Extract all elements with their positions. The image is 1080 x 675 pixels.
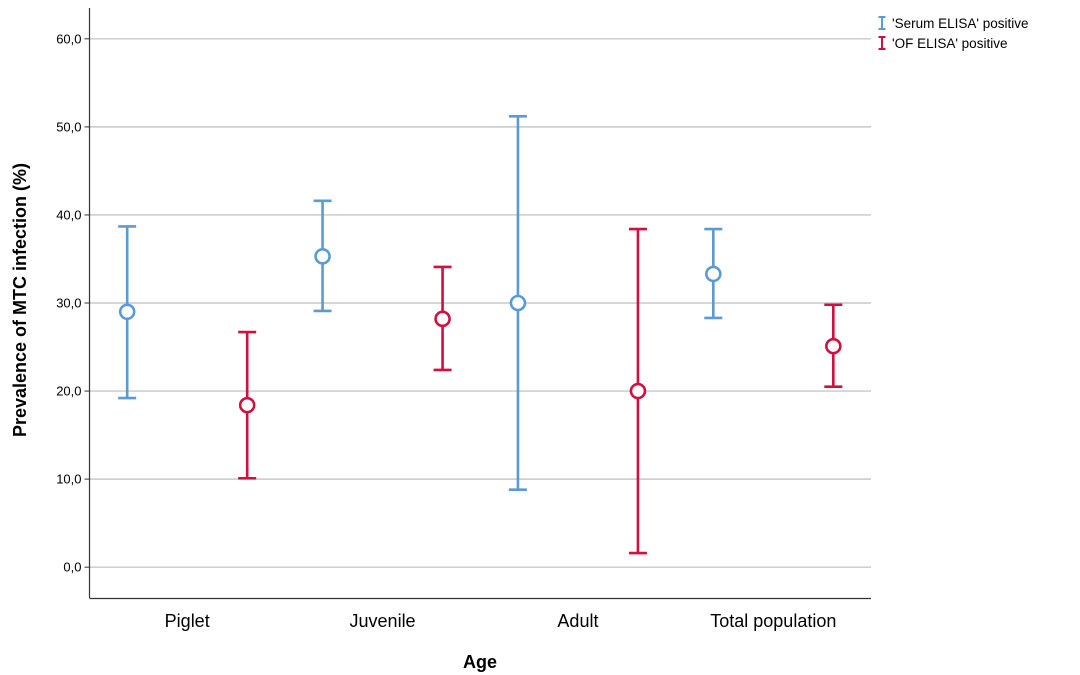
x-tick-label: Adult — [557, 611, 598, 631]
y-tick-label: 10,0 — [56, 472, 81, 487]
plot-marks — [118, 115, 843, 555]
mean-marker — [434, 310, 451, 328]
axes — [88, 8, 871, 600]
mean-marker — [629, 382, 647, 400]
gridlines — [84, 38, 871, 568]
mean-marker — [314, 248, 331, 265]
series-group — [238, 227, 843, 555]
mean-marker — [118, 303, 136, 321]
legend-item: 'OF ELISA' positive — [878, 36, 1007, 51]
y-tick-label: 0,0 — [63, 560, 81, 575]
error-bar-point — [433, 265, 452, 372]
y-tick-label: 60,0 — [56, 31, 81, 46]
legend-label: 'OF ELISA' positive — [892, 36, 1007, 51]
mean-marker — [705, 265, 722, 283]
x-tick-label: Juvenile — [350, 611, 416, 631]
error-bar-point — [508, 115, 527, 491]
legend-item: 'Serum ELISA' positive — [878, 16, 1028, 31]
x-tick-label: Piglet — [165, 611, 210, 631]
y-tick-label: 40,0 — [56, 207, 81, 222]
mean-marker — [825, 337, 842, 355]
error-bar-point — [704, 227, 723, 320]
y-tick-label: 50,0 — [56, 119, 81, 134]
series-group — [118, 115, 723, 491]
x-axis-title: Age — [463, 652, 497, 672]
error-bar-point — [238, 330, 257, 480]
mean-marker — [238, 396, 256, 414]
legend-label: 'Serum ELISA' positive — [892, 16, 1028, 31]
legend: 'Serum ELISA' positive 'OF ELISA' positiv… — [878, 16, 1028, 51]
y-tick-label: 30,0 — [56, 296, 81, 311]
error-bar-icon — [878, 36, 886, 50]
x-tick-label: Total population — [710, 611, 836, 631]
error-bar-icon — [878, 16, 886, 30]
error-bar-point — [628, 227, 647, 555]
error-bar-point — [313, 199, 332, 313]
error-bar-point — [118, 225, 137, 400]
y-tick-label: 20,0 — [56, 384, 81, 399]
mean-marker — [509, 294, 527, 312]
y-tick-labels: 0,0 10,0 20,0 30,0 40,0 50,0 60,0 — [56, 31, 81, 574]
x-tick-labels: Piglet Juvenile Adult Total population — [165, 611, 837, 631]
y-axis-title: Prevalence of MTC infection (%) — [10, 163, 30, 437]
error-bar-point — [824, 303, 843, 388]
